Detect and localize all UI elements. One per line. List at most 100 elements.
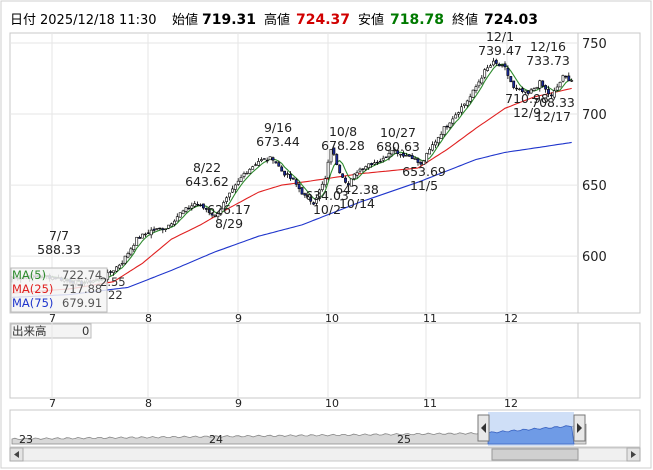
candle [515, 84, 519, 92]
candle [462, 103, 466, 109]
candle [228, 192, 231, 201]
navigator-handle-left[interactable] [477, 414, 490, 442]
candle [291, 177, 295, 180]
scroll-left-button[interactable] [9, 447, 24, 462]
candle [294, 177, 298, 188]
candle [193, 200, 197, 208]
volume-legend-box [10, 323, 92, 339]
open-label: 始値 [172, 12, 198, 28]
candle [219, 208, 223, 216]
candle [486, 64, 490, 72]
price-grid [10, 33, 578, 313]
candle [480, 75, 484, 85]
candle [477, 79, 481, 89]
candle [126, 251, 130, 259]
candle [483, 68, 487, 80]
annotation-value: 733.73 [526, 53, 570, 68]
candle [248, 167, 252, 174]
annotation-date: 8/29 [215, 216, 243, 231]
high-value: 724.37 [296, 12, 350, 28]
candle [451, 116, 455, 126]
candle [352, 172, 356, 181]
candle [431, 141, 434, 152]
candle [280, 165, 284, 172]
candle [341, 173, 345, 178]
candle [468, 93, 472, 104]
scroll-right-button[interactable] [626, 447, 641, 462]
candle [442, 126, 446, 137]
candle [520, 86, 524, 94]
candle [286, 171, 289, 178]
candle [271, 156, 275, 164]
candle [393, 147, 397, 155]
candle [152, 226, 156, 233]
candle [410, 153, 414, 160]
candle [268, 156, 272, 161]
candle [471, 89, 475, 98]
candle [297, 181, 301, 193]
x-month-label-lower: 8 [145, 397, 152, 410]
candle [120, 260, 124, 266]
candle [404, 152, 408, 157]
candle [538, 79, 542, 92]
open-value: 719.31 [202, 12, 256, 28]
candle [497, 62, 501, 67]
partial-label-1: 2.55 [100, 275, 126, 289]
candle [364, 165, 368, 171]
candle [306, 194, 310, 198]
candle [320, 181, 324, 192]
candle [181, 209, 185, 215]
candle [202, 203, 205, 210]
candle [439, 131, 443, 139]
navigator-handle-right[interactable] [573, 414, 586, 442]
annotation-date: 10/2 [313, 202, 341, 217]
candle [535, 86, 539, 89]
candle [370, 162, 374, 168]
annotation-date: 12/17 [535, 109, 571, 124]
candle [561, 74, 565, 83]
candle [149, 227, 153, 239]
candle [416, 157, 420, 166]
x-month-label: 10 [325, 312, 339, 325]
candle [465, 99, 469, 108]
candle [413, 156, 417, 161]
annotation-date: 9/16 [264, 120, 292, 135]
candle [167, 224, 171, 230]
scrollbar-thumb[interactable] [491, 448, 579, 461]
candle [387, 149, 391, 161]
candle [445, 124, 449, 130]
annotation-value: 643.62 [185, 174, 229, 189]
annotation-date: 10/27 [380, 125, 416, 140]
candle [448, 122, 452, 130]
candle [239, 174, 243, 183]
x-month-label: 9 [235, 312, 242, 325]
x-month-label: 8 [145, 312, 152, 325]
candle [329, 148, 333, 165]
candle [381, 155, 385, 163]
navigator-year-labels: 23 24 25 [19, 433, 411, 446]
candle [558, 81, 562, 88]
candle [399, 153, 403, 158]
candle [323, 175, 327, 188]
candle [164, 228, 168, 232]
candle [547, 85, 550, 98]
candle [523, 90, 527, 96]
candle [207, 208, 211, 216]
candle [233, 183, 237, 193]
annotation-date: 12/1 [486, 29, 514, 44]
candle [344, 176, 347, 184]
candle [375, 160, 379, 166]
candle [135, 236, 139, 246]
candle [422, 159, 426, 166]
ma25-label: MA(25) [12, 282, 53, 296]
candle [204, 207, 208, 213]
candle [317, 188, 321, 202]
x-month-label: 7 [49, 312, 56, 325]
candle [257, 158, 260, 167]
volume-label: 出来高 [12, 324, 47, 338]
